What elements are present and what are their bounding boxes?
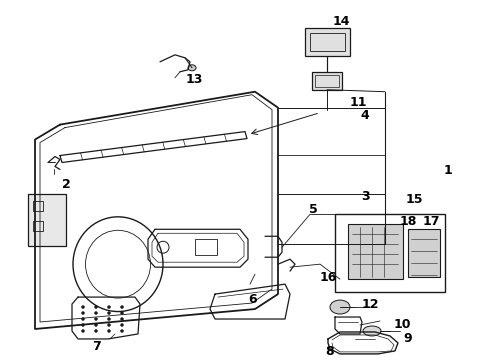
- Ellipse shape: [107, 324, 111, 327]
- Ellipse shape: [363, 326, 381, 336]
- Bar: [33, 221, 43, 231]
- Bar: [305, 28, 350, 56]
- Ellipse shape: [107, 329, 111, 333]
- Ellipse shape: [95, 329, 98, 333]
- Bar: [33, 201, 43, 211]
- Ellipse shape: [188, 65, 196, 71]
- Text: 1: 1: [443, 164, 452, 177]
- Ellipse shape: [81, 306, 84, 309]
- Text: 17: 17: [422, 215, 440, 228]
- Text: 11: 11: [349, 96, 367, 109]
- Text: 16: 16: [319, 271, 337, 284]
- Text: 14: 14: [332, 15, 350, 28]
- Text: 4: 4: [361, 109, 369, 122]
- Text: 7: 7: [92, 341, 100, 354]
- Text: 15: 15: [405, 193, 423, 206]
- Text: 3: 3: [361, 190, 369, 203]
- Bar: [315, 75, 339, 87]
- Text: 10: 10: [393, 319, 411, 332]
- Ellipse shape: [107, 306, 111, 309]
- Bar: [195, 239, 217, 255]
- Text: 12: 12: [361, 298, 379, 311]
- Ellipse shape: [330, 300, 350, 314]
- Ellipse shape: [95, 306, 98, 309]
- Text: 5: 5: [309, 203, 318, 216]
- Text: 9: 9: [404, 332, 412, 346]
- Ellipse shape: [121, 324, 123, 327]
- Ellipse shape: [95, 318, 98, 320]
- Bar: [312, 72, 342, 90]
- Ellipse shape: [81, 311, 84, 315]
- Bar: [335, 214, 445, 292]
- Ellipse shape: [121, 311, 123, 315]
- Ellipse shape: [81, 329, 84, 333]
- Ellipse shape: [81, 324, 84, 327]
- Bar: [408, 229, 440, 277]
- Text: 8: 8: [326, 345, 334, 359]
- Ellipse shape: [121, 306, 123, 309]
- Bar: [310, 33, 345, 51]
- Bar: [28, 194, 66, 246]
- Ellipse shape: [95, 324, 98, 327]
- Ellipse shape: [107, 311, 111, 315]
- Text: 6: 6: [249, 293, 257, 306]
- Bar: [348, 224, 403, 279]
- Text: 18: 18: [399, 215, 416, 228]
- Ellipse shape: [95, 311, 98, 315]
- Ellipse shape: [81, 318, 84, 320]
- Ellipse shape: [121, 329, 123, 333]
- Ellipse shape: [121, 318, 123, 320]
- Text: 13: 13: [185, 73, 203, 86]
- Ellipse shape: [107, 318, 111, 320]
- Text: 2: 2: [62, 178, 71, 191]
